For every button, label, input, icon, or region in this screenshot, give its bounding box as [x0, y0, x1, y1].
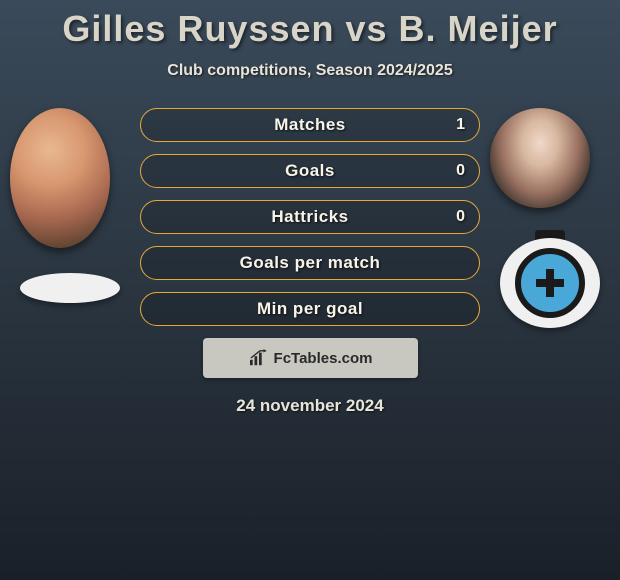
stat-row-matches: Matches 1: [140, 108, 480, 142]
brand-text: FcTables.com: [274, 350, 373, 367]
stat-label: Goals per match: [240, 253, 381, 273]
brand-badge: FcTables.com: [203, 338, 418, 378]
stat-row-gpm: Goals per match: [140, 246, 480, 280]
stat-value-right: 0: [456, 162, 465, 180]
club-left-logo: [20, 273, 120, 303]
chart-icon: [248, 349, 270, 367]
stat-row-hattricks: Hattricks 0: [140, 200, 480, 234]
comparison-content: Matches 1 Goals 0 Hattricks 0 Goals per …: [0, 108, 620, 416]
footer-date: 24 november 2024: [0, 396, 620, 416]
stats-list: Matches 1 Goals 0 Hattricks 0 Goals per …: [140, 108, 480, 326]
stat-label: Matches: [274, 115, 346, 135]
player-right-avatar: [490, 108, 590, 208]
page-subtitle: Club competitions, Season 2024/2025: [0, 62, 620, 80]
stat-label: Goals: [285, 161, 335, 181]
stat-value-right: 1: [456, 116, 465, 134]
stat-value-right: 0: [456, 208, 465, 226]
stat-label: Hattricks: [271, 207, 348, 227]
page-title: Gilles Ruyssen vs B. Meijer: [0, 0, 620, 50]
stat-row-mpg: Min per goal: [140, 292, 480, 326]
stat-row-goals: Goals 0: [140, 154, 480, 188]
club-right-logo: [500, 238, 600, 328]
player-left-avatar: [10, 108, 110, 248]
club-right-logo-inner: [515, 248, 585, 318]
stat-label: Min per goal: [257, 299, 363, 319]
